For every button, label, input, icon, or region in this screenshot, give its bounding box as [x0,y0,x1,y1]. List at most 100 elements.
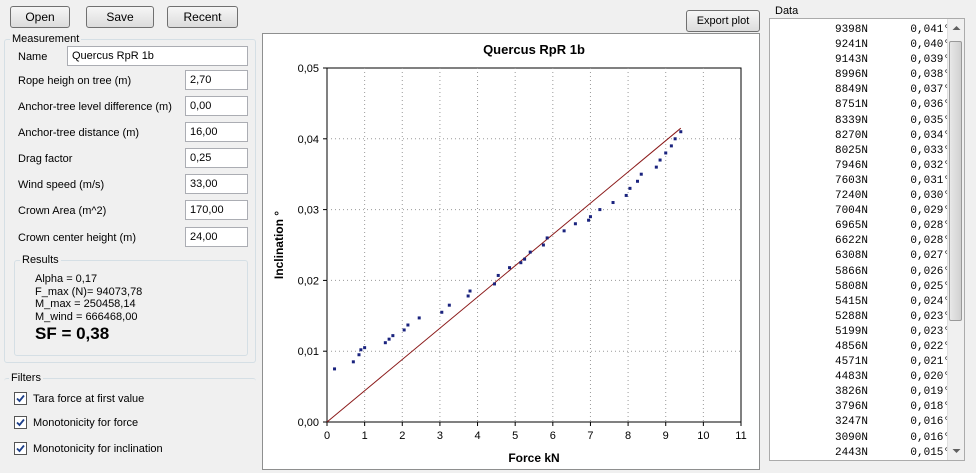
data-row-force: 9143N [834,54,868,67]
data-point [679,130,683,134]
tara-force-checkbox[interactable] [14,392,27,405]
y-axis-label: Inclination ° [272,211,286,279]
data-row[interactable]: 9241N 0,040° [770,38,964,53]
data-row-angle: 0,031° [910,174,950,187]
scrollbar-thumb[interactable] [949,41,962,321]
m-wind-value: M_wind = 666468,00 [35,311,138,323]
filters-group: Filters [4,372,256,464]
data-point [383,341,387,345]
data-row[interactable]: 5866N 0,026° [770,265,964,280]
recent-button[interactable]: Recent [167,6,238,28]
data-row[interactable]: 5415N 0,024° [770,295,964,310]
save-button[interactable]: Save [86,6,154,28]
data-point [440,310,444,314]
data-row[interactable]: 8339N 0,035° [770,114,964,129]
data-row-angle: 0,019° [910,386,950,399]
wind-speed-label: Wind speed (m/s) [18,179,105,191]
data-row-angle: 0,040° [910,39,950,52]
inclination-force-chart: 0 1 2 3 4 5 6 7 8 9 10 11 0,00 0,01 0,02 0,03 0,04 0,05 Qu… [272,42,747,465]
data-row[interactable]: 8025N 0,033° [770,144,964,159]
data-row[interactable]: 7946N 0,032° [770,159,964,174]
data-point [528,250,532,254]
data-point [508,266,512,270]
data-row[interactable]: 6622N 0,028° [770,234,964,249]
data-row[interactable]: 6308N 0,027° [770,249,964,264]
data-row[interactable]: 3090N 0,016° [770,431,964,446]
data-row[interactable]: 8849N 0,037° [770,83,964,98]
scroll-up-icon[interactable] [949,21,964,35]
data-row[interactable]: 9398N 0,041° [770,23,964,38]
data-row[interactable]: 3247N 0,016° [770,415,964,430]
data-row-force: 9398N [834,24,868,36]
data-row[interactable]: 9143N 0,039° [770,53,964,68]
data-point [611,201,615,205]
export-plot-button[interactable]: Export plot [686,10,760,32]
data-point [523,257,527,261]
data-row[interactable]: 4856N 0,022° [770,340,964,355]
alpha-value: Alpha = 0,17 [35,273,98,285]
chart-title: Quercus RpR 1b [483,42,585,57]
data-row[interactable]: 8270N 0,034° [770,129,964,144]
wind-speed-field[interactable]: 33,00 [185,174,248,194]
data-row[interactable]: 6965N 0,028° [770,219,964,234]
data-row[interactable]: 2443N 0,015° [770,446,964,460]
data-row[interactable]: 4571N 0,021° [770,355,964,370]
data-row-angle: 0,015° [910,446,950,459]
data-point [351,360,355,364]
data-row-force: 8751N [834,99,868,112]
data-row-force: 8270N [834,129,868,142]
data-point [664,151,668,155]
open-button[interactable]: Open [10,6,70,28]
data-row[interactable]: 7603N 0,031° [770,174,964,189]
safety-factor-value: SF = 0,38 [35,324,110,343]
anchor-level-diff-field[interactable]: 0,00 [185,96,248,116]
rope-height-label: Rope heigh on tree (m) [18,75,132,87]
monotonicity-inclination-checkbox[interactable] [14,442,27,455]
data-point [391,334,395,338]
data-row-angle: 0,016° [910,416,950,429]
data-row[interactable]: 5199N 0,023° [770,325,964,340]
data-list[interactable]: 9398N 0,041° 9241N 0,040° 9143N 0,039° 8996N 0,… [769,18,965,461]
data-point [447,303,451,307]
data-row-force: 2443N [834,446,868,459]
tara-force-label: Tara force at first value [33,393,145,405]
crown-area-field[interactable]: 170,00 [185,200,248,220]
crown-center-height-field[interactable]: 24,00 [185,227,248,247]
data-row-force: 6965N [834,220,868,233]
data-point [587,218,591,222]
data-row-angle: 0,022° [910,340,950,353]
data-row[interactable]: 4483N 0,020° [770,370,964,385]
data-row[interactable]: 7240N 0,030° [770,189,964,204]
data-row[interactable]: 5288N 0,023° [770,310,964,325]
monotonicity-force-label: Monotonicity for force [33,417,139,429]
data-point [333,367,337,371]
data-row-force: 6308N [834,250,868,263]
data-row-force: 5808N [834,280,868,293]
data-point [468,289,472,293]
data-point [519,261,523,265]
drag-factor-field[interactable]: 0,25 [185,148,248,168]
monotonicity-force-checkbox[interactable] [14,416,27,429]
data-point [624,193,628,197]
data-point [417,316,421,320]
anchor-distance-field[interactable]: 16,00 [185,122,248,142]
data-row-angle: 0,020° [910,371,950,384]
data-row[interactable]: 8996N 0,038° [770,68,964,83]
rope-height-field[interactable]: 2,70 [185,70,248,90]
plot-panel: 0 1 2 3 4 5 6 7 8 9 10 11 0,00 0,01 0,02 0,03 0,04 0,05 Qu… [262,33,760,470]
data-row[interactable]: 3826N 0,019° [770,385,964,400]
data-point [588,215,592,219]
data-row-force: 5288N [834,310,868,323]
data-row-force: 3826N [834,386,868,399]
scroll-down-icon[interactable] [949,444,964,458]
checkmark-icon [16,444,25,453]
data-row-force: 4856N [834,340,868,353]
data-row[interactable]: 5808N 0,025° [770,280,964,295]
name-field[interactable]: Quercus RpR 1b [67,46,248,66]
data-row[interactable]: 7004N 0,029° [770,204,964,219]
x-tick-label: 11 [735,430,746,442]
data-row-angle: 0,027° [910,250,950,263]
x-axis-label: Force kN [508,451,559,465]
data-row[interactable]: 8751N 0,036° [770,98,964,113]
data-row[interactable]: 3796N 0,018° [770,400,964,415]
